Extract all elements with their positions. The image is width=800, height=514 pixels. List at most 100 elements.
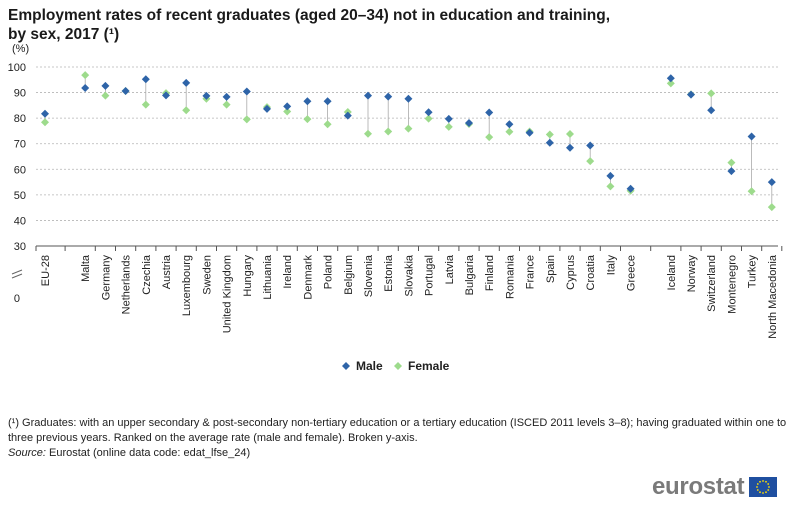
x-category-label: Slovenia [363, 254, 375, 297]
male-point [465, 119, 473, 128]
male-point [747, 132, 756, 141]
male-point [767, 178, 776, 187]
x-category-label: Germany [100, 255, 112, 301]
male-point [687, 90, 695, 99]
flag-star [759, 491, 762, 494]
x-category-label: Turkey [747, 255, 759, 289]
male-point [444, 114, 453, 123]
male-point [707, 106, 716, 115]
flag-star [767, 483, 770, 485]
male-point [545, 138, 554, 147]
male-point [566, 143, 574, 152]
x-category-label: Lithuania [262, 254, 274, 300]
x-category-label: Norway [686, 255, 698, 293]
source-line: Source: Eurostat (online data code: edat… [8, 447, 250, 459]
flag-star [756, 486, 759, 488]
female-point [364, 129, 372, 138]
male-point [162, 91, 170, 100]
x-category-label: Hungary [242, 255, 254, 297]
x-category-label: North Macedonia [767, 254, 779, 339]
footnote: (¹) Graduates: with an upper secondary &… [8, 417, 787, 444]
female-point [606, 182, 615, 191]
female-point [41, 118, 49, 127]
female-point [444, 122, 453, 131]
brand-wordmark: eurostat [652, 473, 745, 500]
y-tick-label: 50 [14, 190, 26, 202]
x-category-label: Slovakia [403, 254, 415, 296]
female-point [384, 127, 393, 136]
female-point [545, 130, 554, 139]
female-point [303, 115, 312, 124]
x-category-label: Netherlands [121, 255, 133, 315]
x-category-label: Spain [545, 255, 557, 283]
female-point [727, 158, 736, 167]
y-tick-label: 100 [8, 62, 26, 74]
female-point [141, 100, 150, 109]
flag-star [765, 480, 768, 483]
x-category-label: Croatia [585, 254, 597, 290]
male-point [222, 92, 231, 101]
female-point [222, 100, 231, 109]
male-point [101, 81, 110, 90]
male-point [141, 75, 150, 84]
legend-male-label: Male [356, 359, 383, 373]
dot-plot-chart: (%) 30 40 50 60 70 80 90 100 0 EU-28 Malta Germany Ne… [8, 43, 783, 373]
flag-star [757, 483, 760, 485]
male-point [384, 92, 393, 101]
x-category-label: Czechia [141, 254, 153, 295]
y-tick-label: 40 [14, 215, 26, 227]
chart-title-line-1: Employment rates of recent graduates (ag… [8, 7, 611, 24]
male-point [424, 108, 433, 117]
y-tick-label: 90 [14, 88, 26, 100]
flag-star [767, 489, 770, 491]
source-text: Eurostat (online data code: edat_lfse_24… [48, 447, 251, 459]
x-category-label: Sweden [201, 255, 213, 295]
female-point [566, 129, 574, 138]
female-point [485, 133, 494, 142]
y-tick-label: 70 [14, 139, 26, 151]
source-label: Source: [8, 447, 46, 459]
x-category-label: Montenegro [726, 255, 738, 314]
flag-star [757, 489, 760, 491]
y-tick-label: 30 [14, 241, 26, 253]
male-point [364, 91, 372, 100]
x-category-label: Latvia [444, 254, 456, 284]
x-category-label: Malta [80, 254, 92, 282]
male-point [41, 109, 49, 118]
legend-female-label: Female [408, 359, 450, 373]
male-point [283, 102, 292, 111]
flag-star [765, 491, 768, 494]
eurostat-logo: eurostat [652, 473, 778, 500]
female-point [747, 187, 756, 196]
flag-star [759, 480, 762, 483]
x-category-label: Bulgaria [464, 254, 476, 295]
male-point [242, 87, 251, 96]
eu-flag-icon [749, 477, 778, 497]
x-category-label: Portugal [424, 255, 436, 296]
x-category-label: Denmark [302, 255, 314, 300]
male-point [404, 94, 413, 103]
legend-female-marker [394, 362, 402, 370]
y-axis-zero-label: 0 [14, 293, 20, 305]
x-category-label: Estonia [383, 254, 395, 292]
chart-title-line-2: by sex, 2017 (¹) [8, 26, 120, 43]
x-category-label: Iceland [666, 255, 678, 290]
x-category-label: Austria [161, 254, 173, 289]
y-tick-label: 60 [14, 164, 26, 176]
x-category-label: Italy [605, 255, 617, 276]
female-point [505, 127, 514, 136]
flag-star [762, 480, 765, 482]
x-category-label: Romania [504, 254, 516, 299]
x-category-label: France [525, 255, 537, 289]
male-point [586, 141, 595, 150]
x-category-label: Greece [626, 255, 638, 291]
x-category-label: Switzerland [706, 255, 718, 312]
male-point [666, 74, 675, 83]
x-category-label: United Kingdom [222, 255, 234, 333]
flag-star [768, 486, 771, 488]
x-category-label: EU-28 [40, 255, 52, 286]
male-point [202, 91, 211, 100]
female-point [242, 115, 251, 124]
y-tick-label: 80 [14, 113, 26, 125]
male-point [485, 108, 494, 117]
